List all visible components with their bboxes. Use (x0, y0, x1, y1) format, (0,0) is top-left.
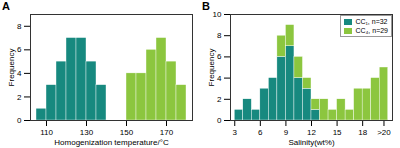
svg-text:15: 15 (333, 128, 342, 137)
svg-text:Frequency: Frequency (207, 49, 216, 87)
svg-text:8: 8 (17, 22, 22, 31)
svg-text:6: 6 (17, 45, 22, 54)
svg-text:Salinity(wt%): Salinity(wt%) (288, 138, 335, 147)
svg-text:18: 18 (358, 128, 367, 137)
svg-text:130: 130 (80, 128, 94, 137)
svg-text:170: 170 (160, 128, 174, 137)
svg-text:>20: >20 (377, 128, 391, 137)
svg-text:110: 110 (40, 128, 53, 137)
svg-text:8: 8 (217, 31, 222, 40)
svg-text:9: 9 (284, 128, 289, 137)
svg-text:6: 6 (258, 128, 263, 137)
html-text:CC₄, n=29: CC₄, n=29 (355, 27, 388, 34)
svg-text:0: 0 (217, 116, 222, 125)
html-text:A: A (2, 0, 10, 12)
html-text:CC₁, n=32: CC₁, n=32 (355, 18, 388, 25)
svg-text:12: 12 (307, 128, 316, 137)
svg-text:4: 4 (17, 69, 22, 78)
svg-text:4: 4 (217, 74, 222, 83)
svg-text:0: 0 (17, 116, 22, 125)
svg-text:10: 10 (213, 10, 222, 19)
svg-text:2: 2 (17, 93, 22, 102)
svg-text:2: 2 (217, 95, 222, 104)
svg-text:Homogenization temperature/°C: Homogenization temperature/°C (54, 138, 169, 147)
svg-text:150: 150 (120, 128, 134, 137)
html-text:B: B (202, 0, 210, 12)
svg-text:6: 6 (217, 52, 222, 61)
svg-text:3: 3 (233, 128, 238, 137)
svg-text:Frequency: Frequency (7, 49, 16, 87)
